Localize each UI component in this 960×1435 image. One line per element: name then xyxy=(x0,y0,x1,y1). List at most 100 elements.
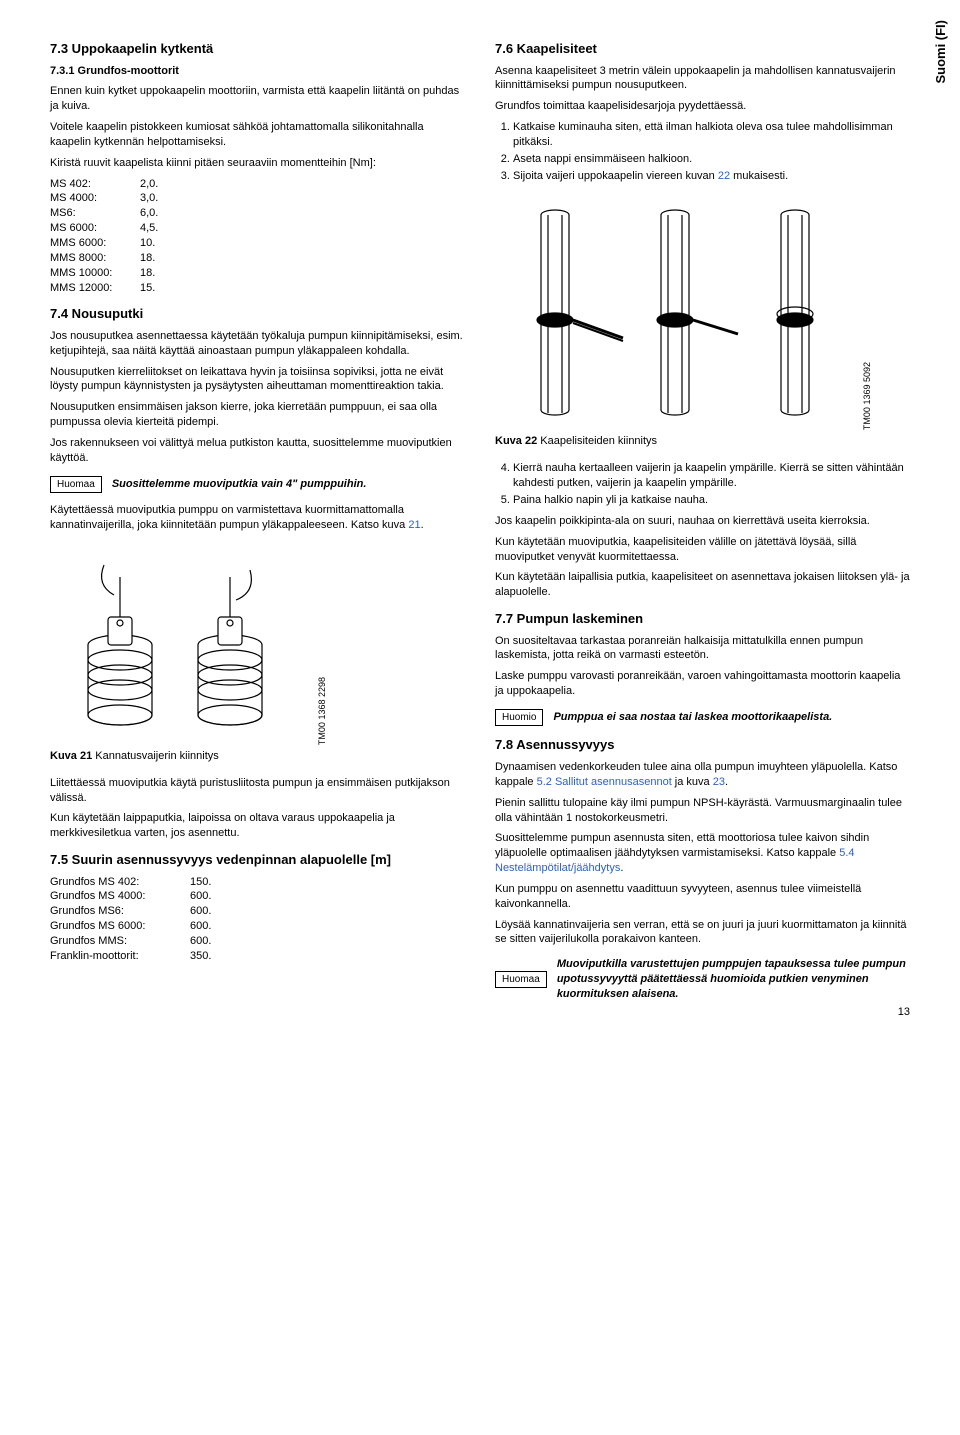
body-text: Löysää kannatinvaijeria sen verran, että… xyxy=(495,918,910,948)
heading-7-6: 7.6 Kaapelisiteet xyxy=(495,40,910,58)
torque-val: 15. xyxy=(140,281,155,296)
note-text: Muoviputkilla varustettujen pumppujen ta… xyxy=(557,957,910,1002)
torque-val: 6,0. xyxy=(140,206,158,221)
depth-key: Grundfos MS 4000: xyxy=(50,889,190,904)
text-run: ja kuva xyxy=(672,776,713,788)
body-text: Jos nousuputkea asennettaessa käytetään … xyxy=(50,329,465,359)
torque-val: 10. xyxy=(140,236,155,251)
figure-21: TM00 1368 2298 Kuva 21 Kannatusvaijerin … xyxy=(50,545,465,764)
note-box: Huomaa Suosittelemme muoviputkia vain 4"… xyxy=(50,476,465,494)
torque-table: MS 402:2,0. MS 4000:3,0. MS6:6,0. MS 600… xyxy=(50,177,465,296)
figure-caption: Kuva 22 Kaapelisiteiden kiinnitys xyxy=(495,434,910,449)
body-text: Jos kaapelin poikkipinta-ala on suuri, n… xyxy=(495,514,910,529)
table-row: MS6:6,0. xyxy=(50,206,465,221)
heading-7-3: 7.3 Uppokaapelin kytkentä xyxy=(50,40,465,58)
body-text: Grundfos toimittaa kaapelisidesarjoja py… xyxy=(495,99,910,114)
depth-key: Grundfos MS 6000: xyxy=(50,919,190,934)
text-run: . xyxy=(620,862,623,874)
depth-key: Grundfos MS 402: xyxy=(50,875,190,890)
figure-22: TM00 1369 5092 Kuva 22 Kaapelisiteiden k… xyxy=(495,195,910,449)
note-text: Suosittelemme muoviputkia vain 4" pumppu… xyxy=(112,477,367,492)
torque-key: MMS 10000: xyxy=(50,266,140,281)
table-row: MMS 8000:18. xyxy=(50,251,465,266)
caution-box: Huomio Pumppua ei saa nostaa tai laskea … xyxy=(495,709,910,727)
body-text: Dynaamisen vedenkorkeuden tulee aina oll… xyxy=(495,760,910,790)
ordered-list-continued: Kierrä nauha kertaalleen vaijerin ja kaa… xyxy=(513,461,910,508)
depth-key: Franklin-moottorit: xyxy=(50,949,190,964)
body-text: Kun käytetään laipallisia putkia, kaapel… xyxy=(495,570,910,600)
torque-val: 4,5. xyxy=(140,221,158,236)
torque-val: 18. xyxy=(140,266,155,281)
table-row: MMS 12000:15. xyxy=(50,281,465,296)
torque-key: MS 4000: xyxy=(50,191,140,206)
note-label: Huomio xyxy=(495,709,543,727)
depth-key: Grundfos MS6: xyxy=(50,904,190,919)
pump-wire-illustration xyxy=(50,545,310,745)
torque-key: MMS 6000: xyxy=(50,236,140,251)
figure-number: Kuva 22 xyxy=(495,435,537,447)
depth-val: 600. xyxy=(190,934,211,949)
heading-7-7: 7.7 Pumpun laskeminen xyxy=(495,610,910,628)
depth-val: 150. xyxy=(190,875,211,890)
table-row: MS 402:2,0. xyxy=(50,177,465,192)
body-text: Jos rakennukseen voi välittyä melua putk… xyxy=(50,436,465,466)
body-text: Nousuputken kierreliitokset on leikattav… xyxy=(50,365,465,395)
figure-ref-link: 23 xyxy=(713,776,725,788)
list-item: Kierrä nauha kertaalleen vaijerin ja kaa… xyxy=(513,461,910,491)
table-row: Grundfos MS 6000:600. xyxy=(50,919,465,934)
body-text: Kun pumppu on asennettu vaadittuun syvyy… xyxy=(495,882,910,912)
table-row: MMS 6000:10. xyxy=(50,236,465,251)
heading-7-4: 7.4 Nousuputki xyxy=(50,305,465,323)
list-item: Aseta nappi ensimmäiseen halkioon. xyxy=(513,152,910,167)
body-text: Liitettäessä muoviputkia käytä puristusl… xyxy=(50,776,465,806)
body-text: Ennen kuin kytket uppokaapelin moottorii… xyxy=(50,84,465,114)
table-row: Grundfos MMS:600. xyxy=(50,934,465,949)
depth-val: 600. xyxy=(190,889,211,904)
figure-title: Kannatusvaijerin kiinnitys xyxy=(92,750,219,762)
figure-caption: Kuva 21 Kannatusvaijerin kiinnitys xyxy=(50,749,465,764)
torque-key: MS 6000: xyxy=(50,221,140,236)
note-label: Huomaa xyxy=(495,971,547,989)
text-run: Sijoita vaijeri uppokaapelin viereen kuv… xyxy=(513,170,718,182)
table-row: MMS 10000:18. xyxy=(50,266,465,281)
torque-val: 2,0. xyxy=(140,177,158,192)
body-text: Pienin sallittu tulopaine käy ilmi pumpu… xyxy=(495,796,910,826)
depth-table: Grundfos MS 402:150. Grundfos MS 4000:60… xyxy=(50,875,465,964)
torque-key: MMS 12000: xyxy=(50,281,140,296)
depth-val: 600. xyxy=(190,904,211,919)
two-column-layout: 7.3 Uppokaapelin kytkentä 7.3.1 Grundfos… xyxy=(50,30,910,1012)
body-text: On suositeltavaa tarkastaa poranreiän ha… xyxy=(495,634,910,664)
torque-val: 18. xyxy=(140,251,155,266)
list-item: Sijoita vaijeri uppokaapelin viereen kuv… xyxy=(513,169,910,184)
page-number: 13 xyxy=(898,1005,910,1020)
table-row: Grundfos MS6:600. xyxy=(50,904,465,919)
text-run: Käytettäessä muoviputkia pumppu on varmi… xyxy=(50,504,408,531)
body-text: Laske pumppu varovasti poranreikään, var… xyxy=(495,669,910,699)
table-row: MS 4000:3,0. xyxy=(50,191,465,206)
body-text: Käytettäessä muoviputkia pumppu on varmi… xyxy=(50,503,465,533)
note-box: Huomaa Muoviputkilla varustettujen pumpp… xyxy=(495,957,910,1002)
torque-key: MMS 8000: xyxy=(50,251,140,266)
figure-ref-link: 21 xyxy=(408,519,420,531)
list-item: Katkaise kuminauha siten, että ilman hal… xyxy=(513,120,910,150)
table-row: Grundfos MS 4000:600. xyxy=(50,889,465,904)
depth-val: 600. xyxy=(190,919,211,934)
figure-title: Kaapelisiteiden kiinnitys xyxy=(537,435,657,447)
note-text: Pumppua ei saa nostaa tai laskea moottor… xyxy=(553,710,832,725)
body-text: Suosittelemme pumpun asennusta siten, et… xyxy=(495,831,910,876)
body-text: Asenna kaapelisiteet 3 metrin välein upp… xyxy=(495,64,910,94)
torque-key: MS6: xyxy=(50,206,140,221)
heading-7-3-1: 7.3.1 Grundfos-moottorit xyxy=(50,64,465,79)
tm-code: TM00 1369 5092 xyxy=(861,362,873,430)
torque-key: MS 402: xyxy=(50,177,140,192)
text-run: . xyxy=(421,519,424,531)
section-ref-link: 5.2 Sallitut asennusasennot xyxy=(537,776,672,788)
figure-number: Kuva 21 xyxy=(50,750,92,762)
text-run: . xyxy=(725,776,728,788)
body-text: Kiristä ruuvit kaapelista kiinni pitäen … xyxy=(50,156,465,171)
tm-code: TM00 1368 2298 xyxy=(316,677,328,745)
body-text: Kun käytetään muoviputkia, kaapelisiteid… xyxy=(495,535,910,565)
torque-val: 3,0. xyxy=(140,191,158,206)
depth-val: 350. xyxy=(190,949,211,964)
body-text: Voitele kaapelin pistokkeen kumiosat säh… xyxy=(50,120,465,150)
